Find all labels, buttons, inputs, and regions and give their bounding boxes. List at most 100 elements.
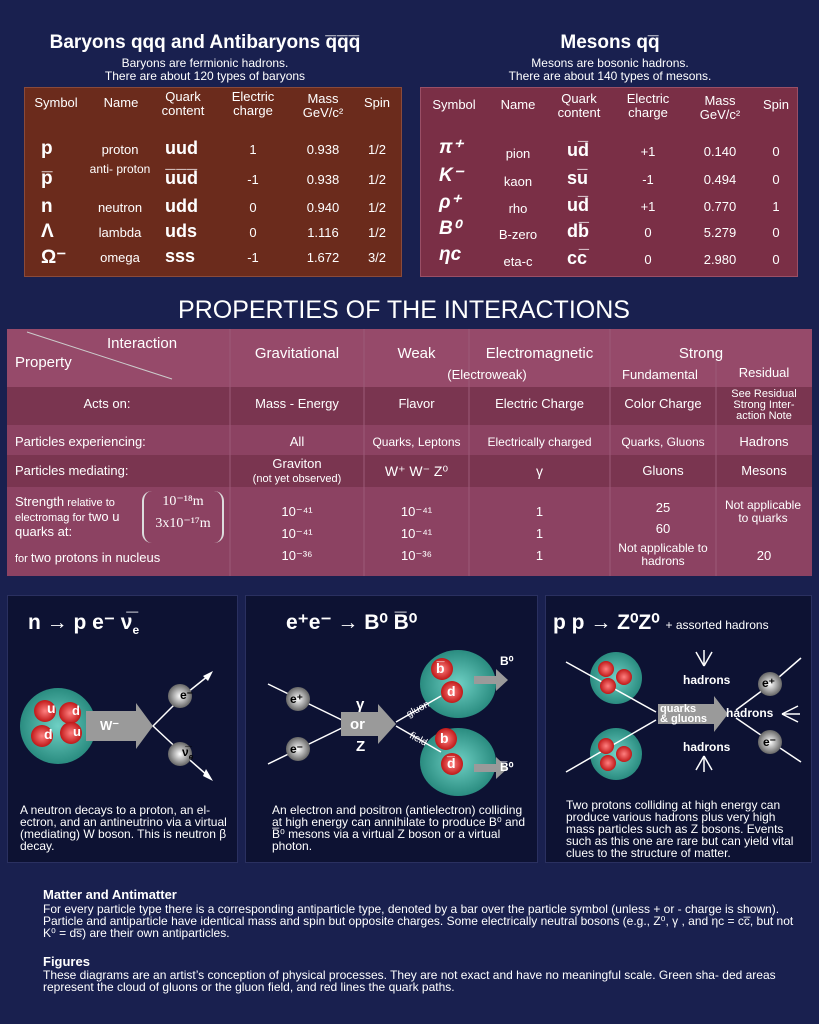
two-protons: two protons in nucleus — [30, 550, 161, 565]
diagram-z-production: p p → Z⁰Z⁰ + assorted hadrons hadrons ha… — [545, 595, 812, 863]
antineutrino-label: ν̅e — [182, 745, 193, 761]
corner-interaction: Interaction — [107, 335, 178, 352]
strength-weak: 10⁻⁴¹ — [400, 526, 433, 541]
meson-mass: 5.279 — [703, 225, 737, 240]
nu: ν̅ — [182, 745, 189, 759]
mesons-subtitle-1: Mesons are bosonic hadrons. — [531, 56, 689, 70]
diagram-neutron-decay: n → p e⁻ ν̅e u d d u W⁻ e⁻ ν̅e A neutron… — [7, 595, 238, 863]
mesons-table: Symbol Name Quark content Electric charg… — [420, 87, 798, 277]
baryon-symbol: n — [41, 196, 53, 217]
strength-uquarks: two u — [88, 509, 120, 524]
b0bar-label: B̅⁰ — [500, 760, 514, 774]
col-spin: Spin — [363, 95, 391, 110]
exp-em: Electrically charged — [487, 435, 592, 449]
w-boson-label: W⁻ — [100, 718, 120, 733]
meson-mass: 0.140 — [703, 144, 737, 159]
baryons-subtitle-2: There are about 120 types of baryons — [104, 69, 306, 83]
strength-em: 1 — [535, 548, 544, 563]
meson-symbol: ηc — [439, 244, 462, 265]
baryon-name: omega — [100, 250, 140, 265]
col-quark: Quark content — [557, 91, 601, 120]
mesons-title: Mesons qq̅ — [560, 32, 660, 53]
exp-fund: Quarks, Gluons — [621, 435, 705, 449]
eq-text: n → p e⁻ ν̅ — [28, 611, 133, 634]
electron-label: e⁻ — [763, 735, 777, 749]
baryon-charge: 0 — [249, 225, 257, 240]
quark-d: d — [447, 683, 456, 699]
strength-resid: Not applicable to quarks — [724, 498, 802, 525]
exp-resid: Hadrons — [739, 434, 789, 449]
b-meson-equation: e⁺e⁻ → B⁰ B̅⁰ — [286, 611, 418, 634]
b0-label: B⁰ — [500, 654, 514, 668]
meson-spin: 0 — [772, 252, 780, 267]
acts-grav: Mass - Energy — [255, 396, 339, 411]
neutron-decay-caption: A neutron decays to a proton, an el- ect… — [20, 803, 227, 853]
b-meson-diagram — [267, 650, 508, 796]
med-grav-note: (not yet observed) — [252, 473, 342, 485]
col-grav: Gravitational — [254, 345, 340, 362]
row-exp-label: Particles experiencing: — [15, 434, 146, 449]
strength-fund: 60 — [655, 521, 671, 536]
baryon-symbol: p — [41, 138, 53, 159]
strength-label: Strength relative to electromag for two … — [15, 495, 119, 540]
strength-weak: 10⁻⁴¹ — [400, 504, 433, 519]
positron-label: e⁺ — [290, 692, 304, 706]
meson-quark: su̅ — [567, 168, 589, 188]
hadrons-label-bottom: hadrons — [683, 740, 731, 754]
baryon-charge: -1 — [247, 172, 259, 187]
meson-spin: 0 — [772, 225, 780, 240]
baryons-title: Baryons qqq and Antibaryons q̅q̅q̅ — [49, 32, 361, 53]
meson-quark: ud̅ — [567, 140, 589, 160]
mesons-subtitle-2: There are about 140 types of mesons. — [508, 69, 712, 83]
baryon-mass: 1.116 — [307, 225, 339, 240]
baryon-quark: sss — [165, 246, 196, 266]
z-production-diagram — [565, 650, 802, 780]
meson-spin: 1 — [772, 199, 780, 214]
baryon-mass: 0.938 — [306, 142, 340, 157]
baryon-symbol: Λ — [41, 221, 54, 242]
strength-grav: 10⁻⁴¹ — [281, 504, 313, 519]
meson-name: kaon — [503, 174, 533, 189]
meson-mass: 0.770 — [703, 199, 737, 214]
z-label: Z — [356, 738, 366, 755]
baryon-spin: 1/2 — [367, 225, 387, 240]
col-strong: Strong — [678, 345, 724, 362]
baryon-charge: -1 — [247, 250, 259, 265]
meson-spin: 0 — [772, 144, 780, 159]
meson-name: B-zero — [498, 227, 538, 242]
interactions-title: PROPERTIES OF THE INTERACTIONS — [178, 296, 630, 324]
meson-mass: 0.494 — [703, 172, 737, 187]
for-word: for — [15, 553, 31, 565]
acts-weak: Flavor — [398, 396, 435, 411]
meson-charge: 0 — [644, 252, 652, 267]
col-name: Name — [500, 97, 536, 112]
col-spin: Spin — [762, 97, 790, 112]
exp-weak: Quarks, Leptons — [372, 435, 461, 449]
meson-charge: -1 — [642, 172, 654, 187]
baryon-spin: 3/2 — [367, 250, 387, 265]
quark-bbar: b̅ — [436, 660, 445, 676]
nu-sub: e — [188, 752, 194, 762]
corner-property: Property — [15, 354, 72, 371]
meson-quark: cc̅ — [567, 248, 588, 268]
baryon-symbol: Ω⁻ — [41, 247, 67, 268]
strength-distance-brace: 10⁻¹⁸m 3x10⁻¹⁷m — [142, 491, 224, 543]
baryon-name: anti- proton — [89, 162, 151, 176]
baryon-mass: 0.938 — [306, 172, 340, 187]
distance-2: 3x10⁻¹⁷m — [155, 516, 211, 531]
baryons-subtitle-1: Baryons are fermionic hadrons. — [121, 56, 289, 70]
gluons-word: & gluons — [660, 713, 708, 725]
baryon-mass: 0.940 — [306, 200, 340, 215]
med-grav: Graviton — [272, 456, 322, 471]
meson-quark: db̅ — [567, 221, 589, 241]
quarks-gluons-label: quarks & gluons — [660, 704, 708, 725]
baryon-mass: 1.672 — [306, 250, 340, 265]
baryon-quark: u̅u̅d̅ — [165, 168, 198, 188]
meson-name: eta-c — [503, 254, 533, 269]
quark-u: u — [73, 724, 81, 739]
diagram-b-meson: e⁺e⁻ → B⁰ B̅⁰ e⁺ e⁻ γ or Z gluon field B… — [245, 595, 538, 863]
meson-symbol: ρ⁺ — [439, 192, 461, 213]
positron-label: e⁺ — [762, 676, 776, 690]
meson-quark: ud̅ — [567, 195, 589, 215]
exp-grav: All — [289, 434, 305, 449]
